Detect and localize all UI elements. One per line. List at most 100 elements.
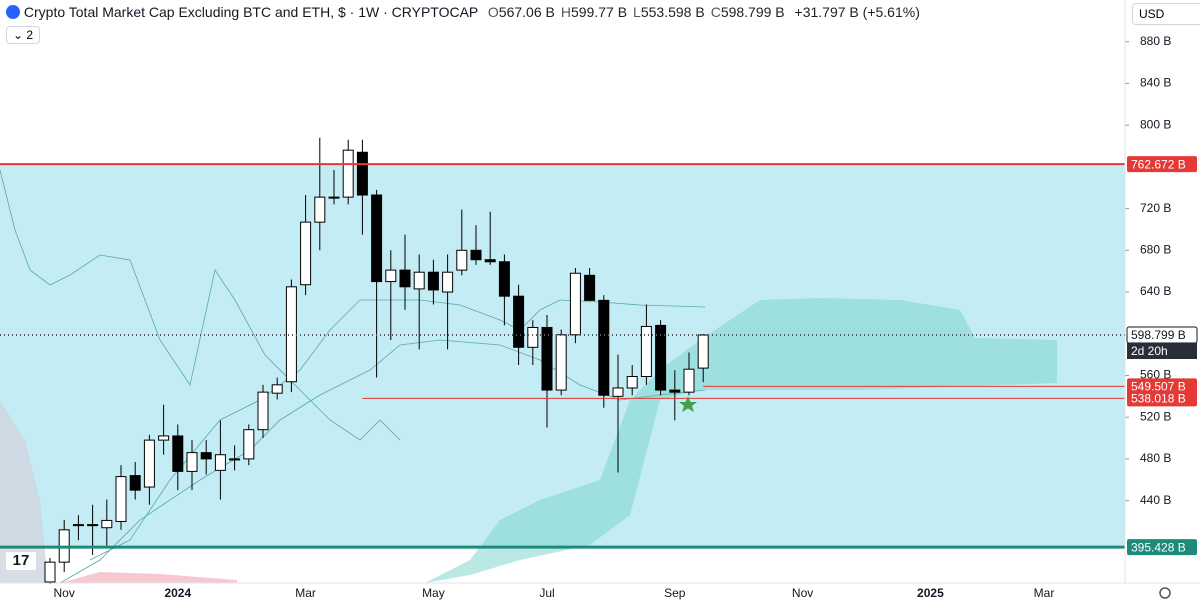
candle-body <box>186 452 198 472</box>
candle-body <box>72 524 84 527</box>
candle-body <box>314 196 326 223</box>
price-label-bg <box>1127 539 1197 556</box>
x-tick-label: May <box>422 586 445 600</box>
candle-body <box>385 269 397 283</box>
candle-body <box>427 271 439 291</box>
x-tick-label: Nov <box>792 586 813 600</box>
ohlc-key: L <box>633 4 641 20</box>
price-label: 762.672 B <box>1131 157 1186 171</box>
price-label: 549.507 B <box>1131 380 1186 394</box>
candle-body <box>456 249 468 271</box>
signal-star <box>679 396 697 412</box>
tv-logo: 17 <box>6 552 36 570</box>
ohlc-key: O <box>487 4 499 20</box>
candle-body <box>328 196 340 199</box>
y-tick-label: 680 B <box>1140 242 1171 256</box>
candle-body <box>200 452 212 460</box>
candle-body <box>697 334 709 369</box>
candle-body <box>101 519 113 529</box>
y-tick-label: 800 B <box>1140 117 1171 131</box>
x-tick-label: 2024 <box>164 586 191 600</box>
countdown-bg <box>1127 342 1197 359</box>
candle-body <box>626 375 638 389</box>
candle-body <box>612 387 624 397</box>
logo-bg <box>6 552 36 570</box>
candle-body <box>399 269 411 288</box>
candle-body <box>640 325 652 377</box>
x-tick-label: Mar <box>1034 586 1055 600</box>
candle-body <box>271 384 283 394</box>
settings-icon[interactable] <box>1159 587 1171 599</box>
y-tick-label: 440 B <box>1140 493 1171 507</box>
logo: 17 <box>13 552 30 569</box>
x-tick-label: Jul <box>539 586 554 600</box>
conversion-line <box>59 339 706 584</box>
candle-body <box>413 271 425 290</box>
candle-body <box>683 368 695 393</box>
candle-body <box>371 194 383 283</box>
y-tick-label: 880 B <box>1140 34 1171 48</box>
cloud-shade <box>0 400 48 583</box>
candle-body <box>527 326 539 348</box>
x-tick-label: Sep <box>664 586 686 600</box>
indicator-count: 2 <box>26 28 34 42</box>
countdown: 2d 20h <box>1131 344 1168 358</box>
candle-body <box>158 435 170 441</box>
candle-body <box>214 454 226 471</box>
candle-body <box>655 324 667 391</box>
y-tick-label: 840 B <box>1140 76 1171 90</box>
ohlc-value: 598.799 B <box>720 4 785 20</box>
candle-body <box>356 151 368 196</box>
marks-layer: 762.672 B 598.799 B 2d 20h 549.507 B538.018… <box>0 137 1198 585</box>
x-tick-label: Nov <box>54 586 75 600</box>
change: +31.797 B (+5.61%) <box>794 4 920 20</box>
price-label: 538.018 B <box>1131 392 1186 406</box>
candle-body <box>442 271 454 293</box>
y-tick-label: 720 B <box>1140 201 1171 215</box>
candle-body <box>243 429 255 460</box>
cloud-area <box>425 298 1057 583</box>
ohlc-key: C <box>710 4 721 20</box>
ohlc: O567.06 B H599.77 B L553.598 B C598.799 B <box>482 4 785 20</box>
ohlc-value: 553.598 B <box>640 4 705 20</box>
y-tick-label: 520 B <box>1140 409 1171 423</box>
candle-body <box>129 475 141 491</box>
candle-body <box>257 391 269 431</box>
candle-body <box>669 389 681 393</box>
candle-body <box>569 272 581 336</box>
symbol-icon <box>6 5 20 19</box>
symbol-title: Crypto Total Market Cap Excluding BTC an… <box>23 4 479 20</box>
candle-body <box>300 221 312 286</box>
price-label-bg <box>1127 390 1197 407</box>
lagging-line <box>0 169 401 441</box>
currency-select[interactable]: USD <box>1132 3 1200 25</box>
ohlc-value: 599.77 B <box>570 4 628 20</box>
candle-body <box>541 326 553 391</box>
y-tick-label: 480 B <box>1140 451 1171 465</box>
candle-body <box>555 334 567 391</box>
price-label: 395.428 B <box>1131 540 1186 554</box>
candle-body <box>44 561 56 583</box>
candle-body <box>470 249 482 261</box>
candle-body <box>484 259 496 263</box>
ohlc-value: 567.06 B <box>498 4 555 20</box>
header: Crypto Total Market Cap Excluding BTC an… <box>6 4 920 20</box>
indicators-toggle[interactable]: ⌄ 2 <box>6 26 41 44</box>
candle-body <box>598 299 610 396</box>
candle-body <box>285 286 297 383</box>
grid-layer: 440 B 480 B 520 B 560 B 640 B 680 B 720 B 800 B… <box>54 34 1172 600</box>
candle-body <box>229 458 241 461</box>
y-tick-label: 640 B <box>1140 284 1171 298</box>
candle-body <box>87 524 99 527</box>
candle-body <box>172 435 184 472</box>
candle-body <box>498 261 510 297</box>
cloud-shade <box>60 572 237 583</box>
candle-body <box>115 476 127 522</box>
candle-body <box>584 274 596 301</box>
candle-body <box>513 295 525 348</box>
candle-body <box>342 149 354 198</box>
x-tick-label: 2025 <box>917 586 944 600</box>
x-tick-label: Mar <box>295 586 316 600</box>
